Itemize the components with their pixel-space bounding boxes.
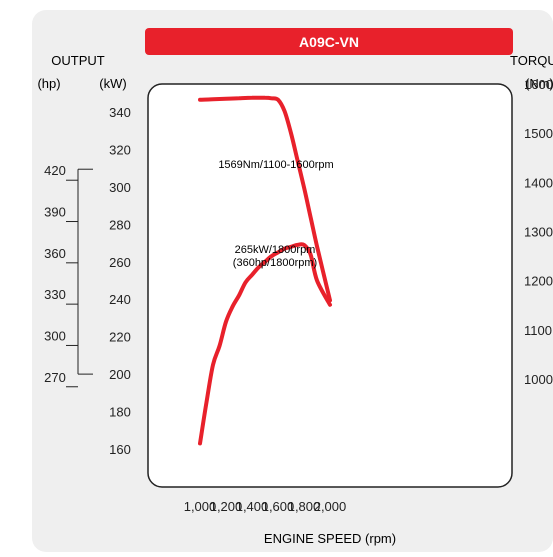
chart-title: A09C-VN	[299, 34, 359, 50]
x-tick-label: 1,000	[184, 499, 217, 514]
annotation-output-hp: (360hp/1800rpm)	[233, 257, 317, 269]
torque-curve	[198, 95, 332, 303]
kw-tick-label: 260	[109, 255, 131, 270]
x-axis-label: ENGINE SPEED (rpm)	[264, 531, 396, 546]
torque-tick-label: 1200	[524, 274, 553, 289]
kw-tick-label: 180	[109, 405, 131, 420]
kw-tick-label: 340	[109, 105, 131, 120]
torque-tick-label: 1100	[524, 323, 552, 338]
kw-tick-label: 320	[109, 142, 131, 157]
kw-tick-labels: 340 320 300 280 260 240 220 200 180 160	[109, 105, 131, 457]
kw-tick-label: 160	[109, 442, 131, 457]
kw-tick-label: 200	[109, 367, 131, 382]
kw-tick-label: 240	[109, 292, 131, 307]
x-tick-label: 1,400	[236, 499, 269, 514]
torque-tick-label: 1300	[524, 225, 553, 240]
hp-tick-label: 300	[44, 328, 66, 343]
output-curve	[198, 242, 332, 446]
torque-tick-label: 1000	[524, 372, 553, 387]
plot-area	[147, 83, 513, 488]
annotation-output-kw: 265kW/1800rpm	[235, 244, 316, 256]
torque-tick-label: 1500	[524, 126, 553, 141]
output-axis-title: OUTPUT	[51, 53, 105, 68]
hp-tick-label: 390	[44, 205, 66, 220]
kw-tick-label: 220	[109, 330, 131, 345]
torque-axis-title: TORQUE	[510, 53, 553, 68]
x-tick-label: 1,600	[262, 499, 295, 514]
torque-tick-label: 1600	[524, 77, 553, 92]
kw-tick-label: 280	[109, 217, 131, 232]
kw-unit-label: (kW)	[99, 76, 126, 91]
hp-axis: 420 390 360 330 300 270	[44, 163, 93, 388]
torque-tick-labels: 1600 1500 1400 1300 1200 1100 1000	[524, 77, 553, 387]
hp-tick-label: 420	[44, 163, 66, 178]
x-tick-label: 2,000	[314, 499, 347, 514]
annotation-torque: 1569Nm/1100-1600rpm	[218, 159, 333, 171]
hp-tick-label: 270	[44, 370, 66, 385]
title-bar	[145, 28, 513, 55]
kw-tick-label: 300	[109, 180, 131, 195]
series-layer	[198, 95, 332, 446]
x-tick-label: 1,800	[288, 499, 321, 514]
hp-unit-label: (hp)	[37, 76, 60, 91]
hp-tick-label: 360	[44, 246, 66, 261]
x-tick-label: 1,200	[210, 499, 243, 514]
torque-tick-label: 1400	[524, 175, 553, 190]
nm-unit-label: (Nm)	[525, 76, 553, 91]
hp-tick-label: 330	[44, 287, 66, 302]
